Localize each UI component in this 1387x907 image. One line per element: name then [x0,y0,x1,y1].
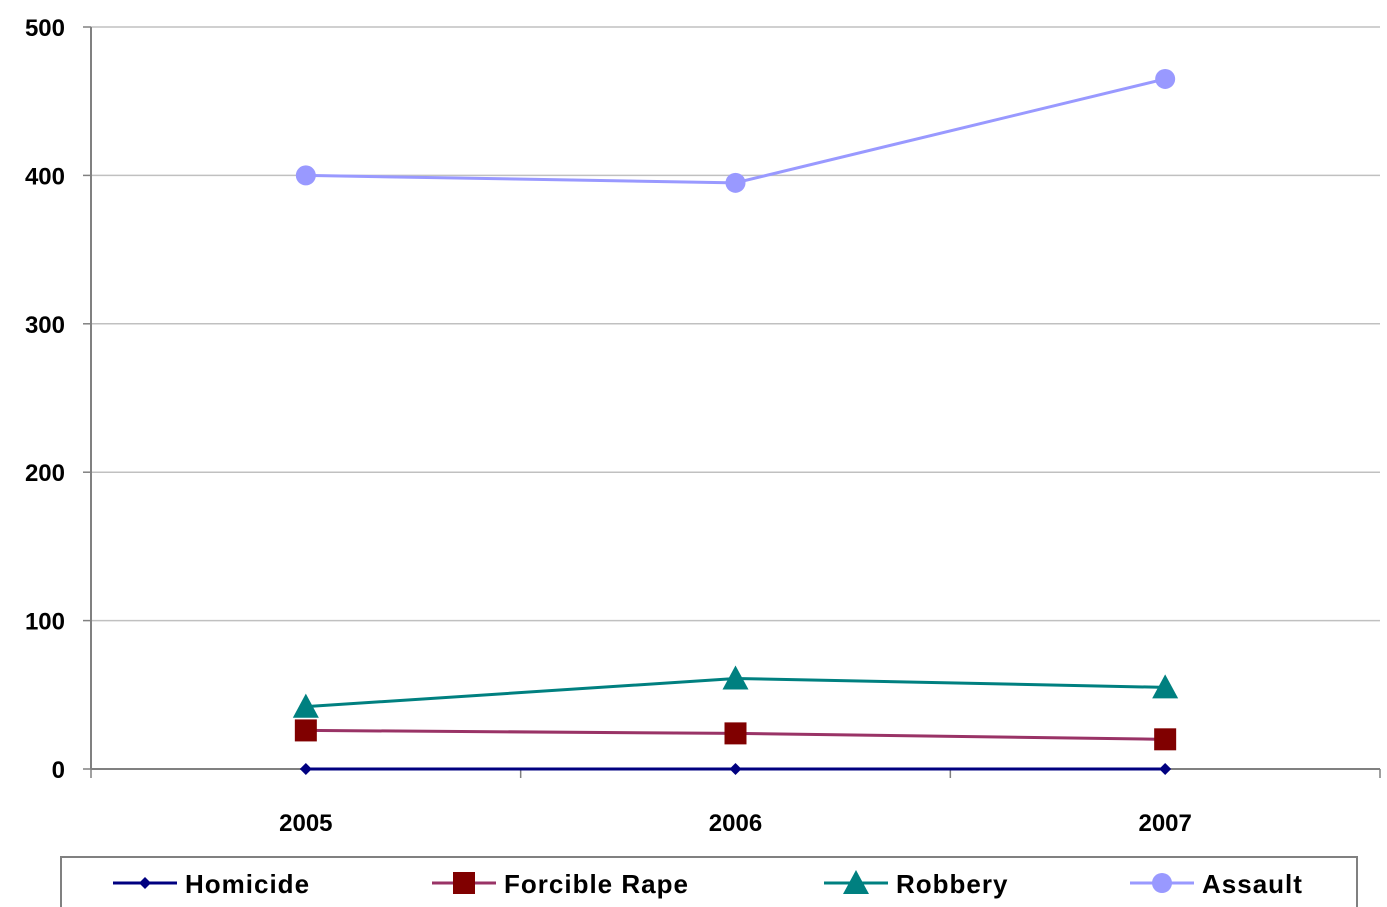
gridlines [91,26,1380,622]
series-group [292,68,1179,775]
legend-label-homicide: Homicide [185,869,310,899]
data-point-forcible-rape [1154,728,1177,751]
y-tick-label: 0 [52,757,65,784]
y-tick-label: 100 [25,609,65,636]
legend-label-forcible-rape: Forcible Rape [504,869,689,899]
y-tick-label: 300 [25,312,65,339]
data-point-forcible-rape [294,719,317,742]
legend-marker-forcible-rape [453,872,475,894]
data-point-forcible-rape [724,722,747,745]
x-tick-label: 2007 [1138,810,1191,837]
x-tick-label: 2006 [709,810,762,837]
data-point-homicide [729,763,742,775]
legend: Homicide Forcible Rape Robbery Assault [60,856,1358,907]
x-tick-label: 2005 [279,810,332,837]
legend-marker-robbery [843,870,869,895]
series-line-assault [305,77,1166,185]
data-point-assault [1155,68,1176,89]
data-point-assault [725,172,746,193]
y-tick-label: 500 [25,15,65,42]
data-point-homicide [299,763,312,775]
legend-marker-assault [1152,873,1172,893]
legend-marker-homicide [139,877,151,889]
legend-label-robbery: Robbery [896,869,1008,899]
x-axis-ticks: 2005 2006 2007 [279,810,1192,837]
data-point-assault [295,165,316,186]
data-point-robbery [292,693,319,718]
data-point-robbery [722,665,749,690]
data-point-homicide [1159,763,1172,775]
y-axis-ticks: 0 100 200 300 400 500 [25,15,65,784]
y-tick-label: 400 [25,163,65,190]
y-tick-label: 200 [25,460,65,487]
data-point-robbery [1152,674,1179,699]
legend-box [60,856,1358,907]
legend-label-assault: Assault [1202,869,1303,899]
axes [83,26,1381,778]
